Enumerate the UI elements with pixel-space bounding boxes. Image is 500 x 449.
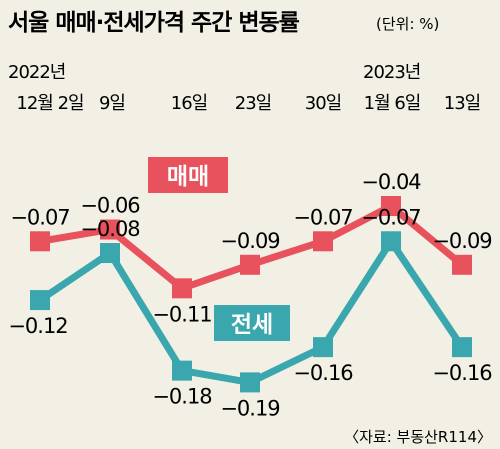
data-point <box>100 219 120 240</box>
data-label: −0.07 <box>293 205 352 229</box>
x-tick-label: 12월 2일 <box>16 93 83 114</box>
x-axis-ticks: 12월 2일 9일 16일 23일 30일 1월 6일 13일 <box>16 93 481 114</box>
data-point <box>100 243 120 264</box>
data-label: −0.07 <box>361 205 420 229</box>
data-point <box>452 337 472 358</box>
data-label: −0.19 <box>220 396 279 420</box>
x-tick-label: 1월 6일 <box>364 93 421 114</box>
data-label: −0.12 <box>8 314 67 338</box>
unit-label: (단위: %) <box>376 15 439 33</box>
data-point <box>30 290 50 311</box>
source-label: 〈자료: 부동산R114〉 <box>344 428 492 446</box>
data-label: −0.09 <box>432 229 491 253</box>
year-label-2023: 2023년 <box>363 62 420 83</box>
series-name-label: 전세 <box>231 312 273 338</box>
series-label-box <box>214 305 290 341</box>
data-point <box>313 337 333 358</box>
data-label: −0.16 <box>432 361 492 385</box>
data-point <box>313 231 333 252</box>
x-tick-label: 16일 <box>171 93 207 114</box>
data-point <box>172 360 192 381</box>
chart-title: 서울 매매·전세가격 주간 변동률 <box>8 10 300 36</box>
series-jeonse: −0.12 −0.08 −0.18 −0.19 −0.16 −0.07 −0.16 전세 <box>8 205 493 420</box>
data-label: −0.16 <box>293 361 353 385</box>
data-point <box>172 278 192 299</box>
x-tick-label: 23일 <box>235 93 271 114</box>
data-label: −0.06 <box>80 194 140 218</box>
series-name-label: 매매 <box>167 164 209 190</box>
data-point <box>240 254 260 275</box>
data-point <box>30 231 50 252</box>
year-label-2022: 2022년 <box>8 62 65 83</box>
data-label: −0.18 <box>152 385 211 409</box>
series-sale: −0.07 −0.06 −0.11 −0.09 −0.07 −0.04 −0.09 매매 <box>10 157 493 326</box>
series-label-box <box>148 157 228 193</box>
data-point <box>240 372 260 393</box>
series-layer: −0.07 −0.06−0.11−0.09−0.07−0.04−0.09매매−0.… <box>8 157 493 420</box>
data-point <box>381 231 401 252</box>
data-point <box>452 254 472 275</box>
x-tick-label: 13일 <box>444 93 480 114</box>
data-point <box>381 196 401 216</box>
data-label: −0.09 <box>220 229 279 253</box>
x-tick-label: 30일 <box>305 93 341 114</box>
data-label: −0.07 <box>10 205 69 229</box>
data-label: −0.11 <box>152 302 211 326</box>
data-label: −0.04 <box>361 170 421 194</box>
x-tick-label: 9일 <box>99 93 125 114</box>
data-label: −0.08 <box>80 217 139 241</box>
